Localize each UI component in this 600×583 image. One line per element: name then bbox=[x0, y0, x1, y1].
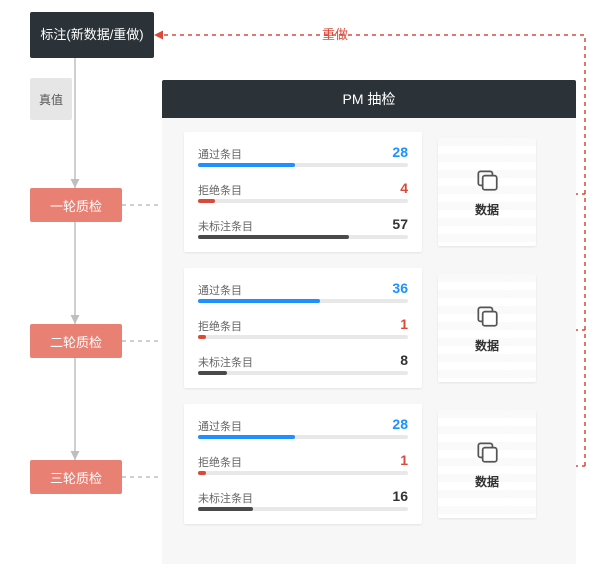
metric-value: 8 bbox=[400, 352, 408, 368]
metrics-card-round-3: 通过条目 28 拒绝条目 1 未标注条目 16 bbox=[184, 404, 422, 524]
metric-bar-track bbox=[198, 435, 408, 439]
metric-bar-track bbox=[198, 335, 408, 339]
metric-value: 1 bbox=[400, 316, 408, 332]
data-card-label: 数据 bbox=[475, 201, 499, 218]
metric-label: 通过条目 bbox=[198, 282, 242, 298]
data-card-round-3: 数据 bbox=[438, 410, 536, 518]
metric-bar-fill bbox=[198, 163, 295, 167]
metric-row-unlabeled: 未标注条目 16 bbox=[198, 490, 408, 522]
metric-label: 拒绝条目 bbox=[198, 318, 242, 334]
metric-label: 未标注条目 bbox=[198, 354, 253, 370]
pm-panel: PM 抽检通过条目28拒绝条目4未标注条目57数据通过条目36拒绝条目1未标注条… bbox=[162, 80, 576, 564]
stack-icon bbox=[474, 303, 500, 329]
metric-value: 36 bbox=[392, 280, 408, 296]
redo-label: 重做 bbox=[322, 24, 348, 43]
metric-bar-track bbox=[198, 199, 408, 203]
metric-value: 57 bbox=[392, 216, 408, 232]
metric-label: 通过条目 bbox=[198, 146, 242, 162]
metric-value: 28 bbox=[392, 416, 408, 432]
metric-value: 4 bbox=[400, 180, 408, 196]
annotation-box: 标注(新数据/重做) bbox=[30, 12, 154, 58]
metric-row-pass: 通过条目 28 bbox=[198, 418, 408, 450]
metric-bar-track bbox=[198, 507, 408, 511]
metric-row-reject: 拒绝条目 1 bbox=[198, 454, 408, 486]
data-card-round-1: 数据 bbox=[438, 138, 536, 246]
metric-value: 28 bbox=[392, 144, 408, 160]
metric-bar-fill bbox=[198, 507, 253, 511]
qc-round-1: 一轮质检 bbox=[30, 188, 122, 222]
data-card-round-2: 数据 bbox=[438, 274, 536, 382]
metric-row-reject: 拒绝条目 4 bbox=[198, 182, 408, 214]
metric-row-pass: 通过条目 36 bbox=[198, 282, 408, 314]
metric-bar-fill bbox=[198, 335, 206, 339]
qc-round-2: 二轮质检 bbox=[30, 324, 122, 358]
metric-label: 拒绝条目 bbox=[198, 454, 242, 470]
metric-value: 16 bbox=[392, 488, 408, 504]
metric-bar-fill bbox=[198, 199, 215, 203]
metric-bar-fill bbox=[198, 435, 295, 439]
truth-box: 真值 bbox=[30, 78, 72, 120]
metric-bar-track bbox=[198, 235, 408, 239]
metric-bar-fill bbox=[198, 371, 227, 375]
metric-row-unlabeled: 未标注条目 57 bbox=[198, 218, 408, 250]
metric-bar-track bbox=[198, 299, 408, 303]
metric-label: 拒绝条目 bbox=[198, 182, 242, 198]
metric-label: 通过条目 bbox=[198, 418, 242, 434]
metric-bar-track bbox=[198, 163, 408, 167]
metric-bar-fill bbox=[198, 471, 206, 475]
data-card-label: 数据 bbox=[475, 473, 499, 490]
metric-row-unlabeled: 未标注条目 8 bbox=[198, 354, 408, 386]
data-card-label: 数据 bbox=[475, 337, 499, 354]
metric-label: 未标注条目 bbox=[198, 490, 253, 506]
stack-icon bbox=[474, 167, 500, 193]
metric-bar-fill bbox=[198, 235, 349, 239]
pm-panel-title: PM 抽检 bbox=[162, 80, 576, 118]
metric-bar-track bbox=[198, 471, 408, 475]
qc-round-3: 三轮质检 bbox=[30, 460, 122, 494]
metric-bar-fill bbox=[198, 299, 320, 303]
stack-icon bbox=[474, 439, 500, 465]
metric-value: 1 bbox=[400, 452, 408, 468]
metric-label: 未标注条目 bbox=[198, 218, 253, 234]
metrics-card-round-2: 通过条目 36 拒绝条目 1 未标注条目 8 bbox=[184, 268, 422, 388]
annotation-title-line1: 标注 bbox=[40, 27, 66, 44]
annotation-title-line2: (新数据/重做) bbox=[66, 27, 143, 44]
metric-row-reject: 拒绝条目 1 bbox=[198, 318, 408, 350]
metric-row-pass: 通过条目 28 bbox=[198, 146, 408, 178]
metrics-card-round-1: 通过条目 28 拒绝条目 4 未标注条目 57 bbox=[184, 132, 422, 252]
metric-bar-track bbox=[198, 371, 408, 375]
